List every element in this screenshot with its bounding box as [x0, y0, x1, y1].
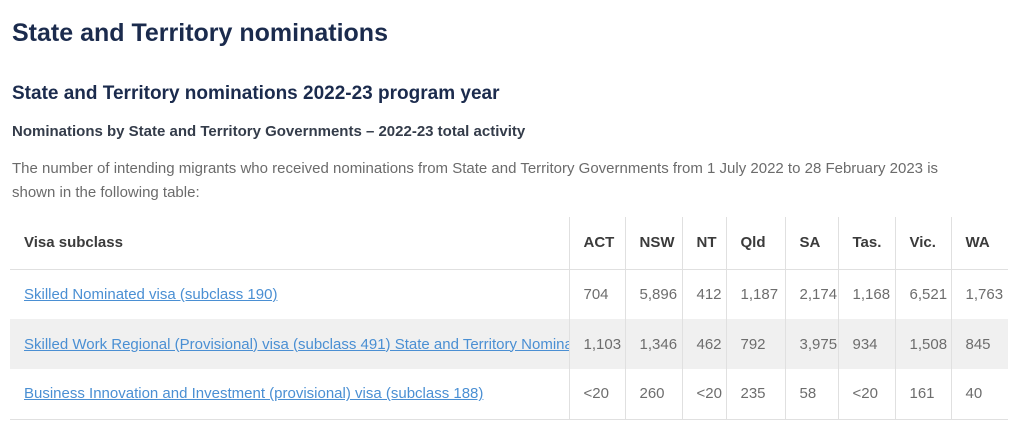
column-header-tas: Tas.: [837, 217, 895, 270]
page-content: State and Territory nominations State an…: [0, 18, 1024, 420]
table-row-subclass-491: Skilled Work Regional (Provisional) visa…: [10, 319, 1008, 369]
table-cell: 704: [568, 269, 625, 319]
table-cell: 412: [681, 269, 726, 319]
column-header-sa: SA: [784, 217, 838, 270]
visa-label-cell: Skilled Nominated visa (subclass 190): [10, 269, 569, 319]
table-header-row: Visa subclass ACT NSW NT Qld SA Tas. Vic…: [10, 217, 1008, 270]
table-cell: 1,187: [725, 269, 785, 319]
page-title: State and Territory nominations: [12, 19, 388, 47]
table-cell: 235: [725, 369, 785, 420]
column-header-vic: Vic.: [894, 217, 951, 270]
visa-label-cell: Business Innovation and Investment (prov…: [10, 369, 569, 420]
table-cell: 845: [950, 319, 1008, 369]
table-cell: 260: [624, 369, 682, 420]
table-row-subclass-188: Business Innovation and Investment (prov…: [10, 369, 1008, 420]
table-cell: 1,346: [624, 319, 682, 369]
table-cell: 6,521: [894, 269, 951, 319]
section-heading: State and Territory nominations 2022-23 …: [12, 83, 500, 104]
visa-link-subclass-188[interactable]: Business Innovation and Investment (prov…: [24, 385, 484, 403]
table-cell: 2,174: [784, 269, 838, 319]
table-cell: 5,896: [624, 269, 682, 319]
column-header-visa-subclass: Visa subclass: [10, 217, 569, 270]
table-cell: 58: [784, 369, 838, 420]
table-cell: 1,168: [837, 269, 895, 319]
column-header-qld: Qld: [725, 217, 785, 270]
table-cell: 40: [950, 369, 1008, 420]
table-cell: 161: [894, 369, 951, 420]
column-header-act: ACT: [568, 217, 625, 270]
intro-text: The number of intending migrants who rec…: [12, 160, 939, 201]
column-header-wa: WA: [950, 217, 1008, 270]
table-cell: <20: [568, 369, 625, 420]
visa-link-subclass-190[interactable]: Skilled Nominated visa (subclass 190): [24, 285, 278, 303]
visa-link-subclass-491[interactable]: Skilled Work Regional (Provisional) visa…: [24, 335, 569, 353]
table-cell: 1,103: [568, 319, 625, 369]
column-header-nsw: NSW: [624, 217, 682, 270]
table-cell: 1,763: [950, 269, 1008, 319]
table-cell: 462: [681, 319, 726, 369]
table-cell: 3,975: [784, 319, 838, 369]
table-cell: 1,508: [894, 319, 951, 369]
table-cell: 934: [837, 319, 895, 369]
table-cell: 792: [725, 319, 785, 369]
sub-heading: Nominations by State and Territory Gover…: [12, 123, 526, 140]
visa-label-cell: Skilled Work Regional (Provisional) visa…: [10, 319, 569, 369]
column-header-nt: NT: [681, 217, 726, 270]
table-cell: <20: [837, 369, 895, 420]
table-cell: <20: [681, 369, 726, 420]
table-row-subclass-190: Skilled Nominated visa (subclass 190) 70…: [10, 269, 1008, 319]
nominations-table: Visa subclass ACT NSW NT Qld SA Tas. Vic…: [10, 217, 1008, 420]
